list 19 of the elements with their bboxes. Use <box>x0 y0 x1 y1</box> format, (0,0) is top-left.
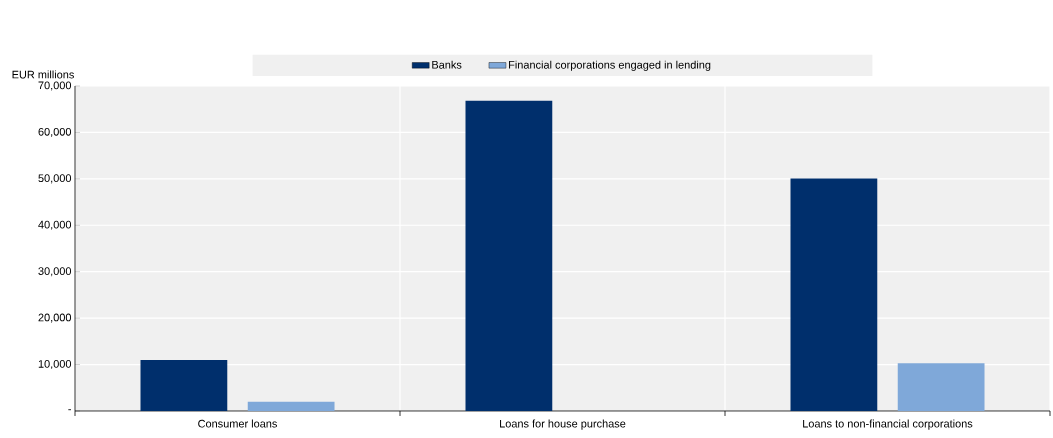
y-tick-label: 70,000 <box>38 81 72 91</box>
y-tick-label: 30,000 <box>38 267 72 277</box>
x-tick-label: Consumer loans <box>198 419 277 428</box>
y-tick-label: 20,000 <box>38 313 72 323</box>
legend-label: Banks <box>432 60 462 69</box>
legend-label: Financial corporations engaged in lending <box>509 60 711 71</box>
bar <box>790 178 878 411</box>
y-tick-label: 40,000 <box>38 220 72 230</box>
y-axis-title: EUR millions <box>12 70 74 79</box>
bar <box>140 359 228 411</box>
bar <box>897 363 985 411</box>
x-tick-label: Loans for house purchase <box>500 419 626 430</box>
y-tick-label: 50,000 <box>38 174 72 184</box>
y-tick-label: 10,000 <box>38 360 72 370</box>
bar <box>247 401 335 411</box>
y-tick-label: - <box>68 409 71 411</box>
x-tick-label: Loans to non-financial corporations <box>803 419 973 430</box>
y-tick-label: 60,000 <box>38 127 72 137</box>
bar <box>465 100 553 411</box>
